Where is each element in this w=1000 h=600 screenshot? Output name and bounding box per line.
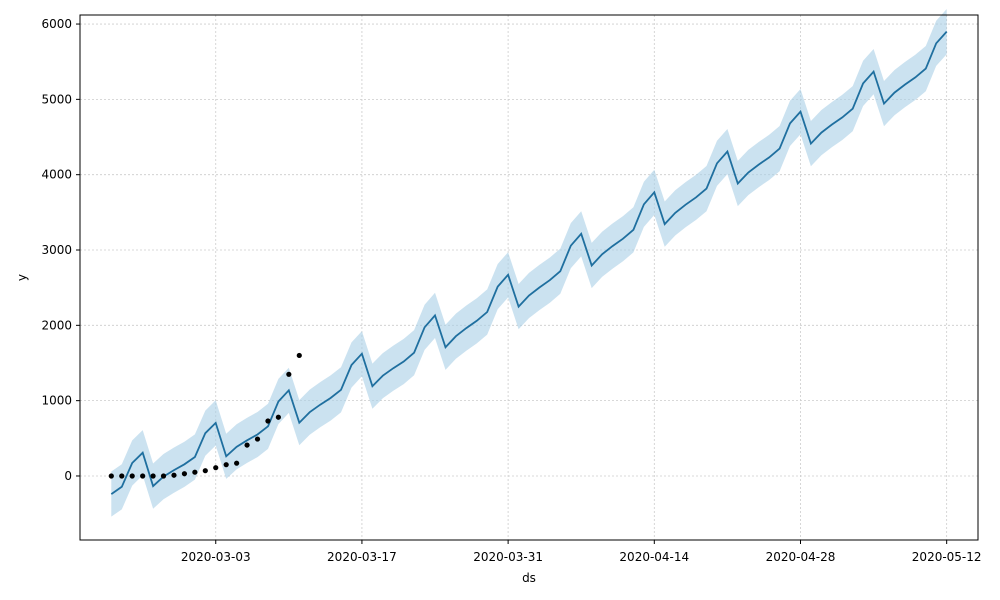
observed-point — [234, 460, 240, 466]
observed-point — [129, 473, 135, 479]
observed-point — [181, 471, 188, 477]
x-tick-label: 2020-03-17 — [327, 550, 397, 564]
observed-point — [108, 473, 114, 479]
observed-point — [140, 473, 146, 479]
observed-point — [150, 473, 156, 479]
observed-point — [192, 469, 198, 475]
observed-point — [171, 472, 177, 478]
plot-frame — [79, 14, 979, 541]
forecast-line-layer — [110, 30, 948, 495]
observed-point — [119, 473, 125, 479]
observed-point — [244, 442, 250, 448]
observed-points-layer — [108, 352, 302, 479]
uncertainty-band-layer — [111, 9, 947, 517]
uncertainty-band — [111, 9, 947, 517]
y-tick-label: 0 — [64, 469, 72, 483]
x-tick-label: 2020-04-28 — [766, 550, 836, 564]
x-axis-label: ds — [522, 571, 536, 585]
grid-layer — [80, 15, 978, 540]
x-tick-label: 2020-05-12 — [912, 550, 982, 564]
observed-point — [223, 462, 229, 468]
observed-point — [265, 418, 271, 424]
y-tick-label: 1000 — [41, 394, 72, 408]
x-tick-label: 2020-04-14 — [619, 550, 689, 564]
x-tick-layer: 2020-03-03 2020-03-17 2020-03-31 2020-04-14… — [181, 540, 982, 564]
y-tick-label: 6000 — [41, 17, 72, 31]
y-tick-label: 5000 — [41, 92, 72, 106]
y-tick-label: 3000 — [41, 243, 72, 257]
y-tick-layer: 0 1000 2000 3000 4000 5000 6000 — [41, 17, 80, 483]
x-tick-label: 2020-03-31 — [473, 550, 543, 564]
y-axis-label: y — [15, 274, 29, 281]
x-tick-label: 2020-03-03 — [181, 550, 251, 564]
observed-point — [296, 352, 302, 359]
observed-point — [202, 468, 208, 474]
observed-point — [286, 371, 292, 377]
observed-point — [254, 436, 261, 442]
y-tick-label: 4000 — [41, 168, 72, 182]
observed-point — [213, 465, 219, 471]
observed-point — [160, 473, 167, 479]
observed-point — [275, 414, 281, 420]
y-tick-label: 2000 — [41, 318, 72, 332]
forecast-line — [110, 30, 948, 495]
